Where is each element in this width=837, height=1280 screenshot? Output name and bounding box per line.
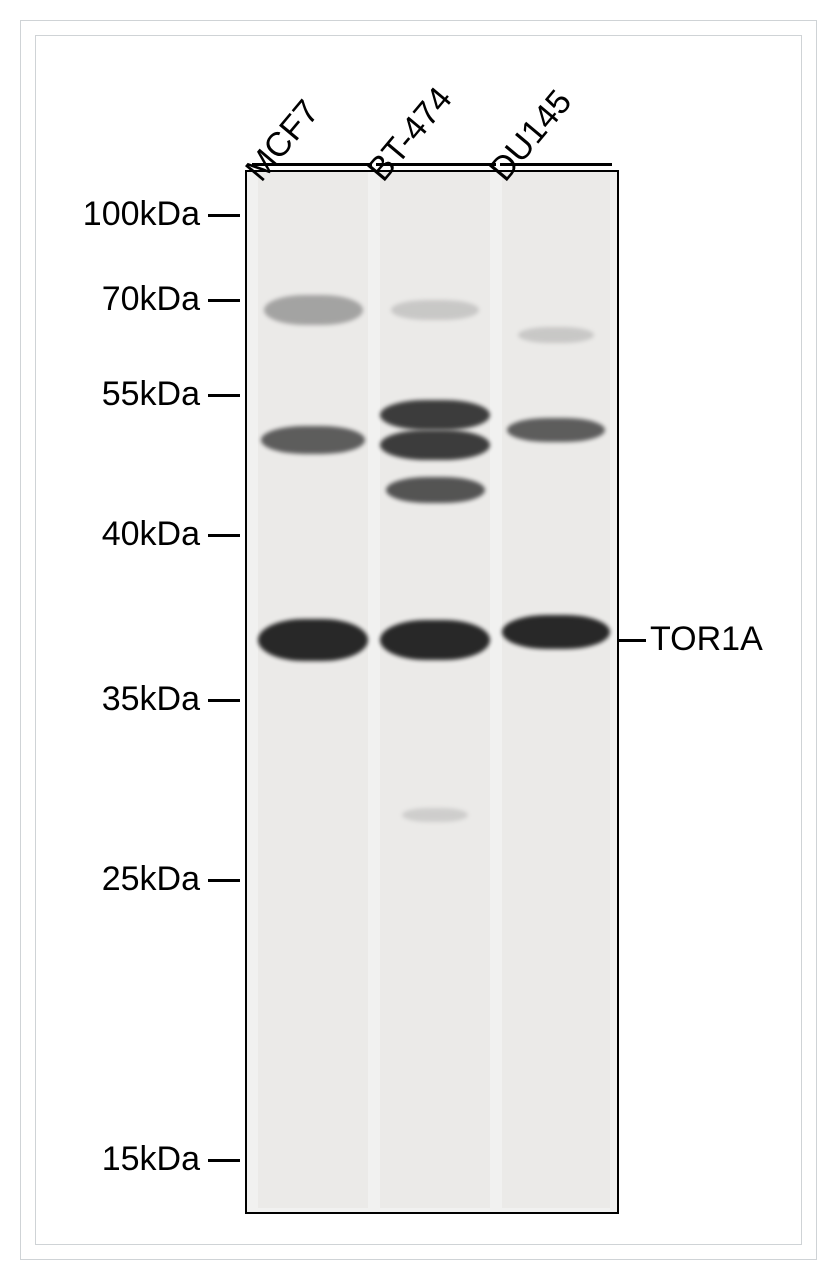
marker-label: 40kDa [102, 515, 200, 554]
blot-band [391, 300, 479, 320]
marker-tick [208, 214, 240, 217]
blot-band [518, 327, 594, 343]
marker-label: 25kDa [102, 860, 200, 899]
marker-label: 15kDa [102, 1140, 200, 1179]
blot-band [402, 808, 468, 822]
blot-band [507, 418, 604, 442]
blot-band [264, 295, 363, 325]
target-label: TOR1A [650, 620, 763, 659]
blot-band [380, 400, 490, 430]
blot-band [380, 620, 490, 660]
blot-band [386, 477, 485, 503]
blot-band [502, 615, 610, 649]
lane-underline [252, 163, 372, 166]
lane-underline [500, 163, 612, 166]
marker-label: 100kDa [83, 195, 200, 234]
marker-tick [208, 394, 240, 397]
marker-label: 55kDa [102, 375, 200, 414]
blot-band [261, 426, 366, 454]
blot-band [380, 430, 490, 460]
marker-tick [208, 1159, 240, 1162]
marker-tick [208, 879, 240, 882]
marker-tick [208, 299, 240, 302]
lane-background [380, 172, 490, 1208]
lane-background [258, 172, 368, 1208]
blot-band [258, 619, 368, 661]
marker-label: 35kDa [102, 680, 200, 719]
marker-label: 70kDa [102, 280, 200, 319]
marker-tick [208, 699, 240, 702]
lane-underline [376, 163, 496, 166]
marker-tick [208, 534, 240, 537]
target-tick [618, 639, 646, 642]
